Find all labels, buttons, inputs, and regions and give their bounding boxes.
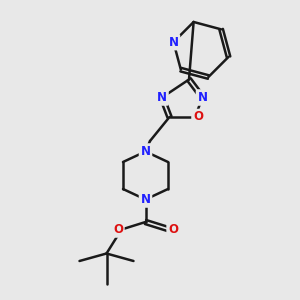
Text: N: N — [140, 145, 151, 158]
Text: O: O — [168, 223, 178, 236]
Text: O: O — [113, 223, 123, 236]
Text: N: N — [140, 193, 151, 206]
Text: O: O — [193, 110, 203, 124]
Text: N: N — [169, 36, 178, 49]
Text: N: N — [157, 91, 167, 104]
Text: N: N — [197, 91, 208, 104]
